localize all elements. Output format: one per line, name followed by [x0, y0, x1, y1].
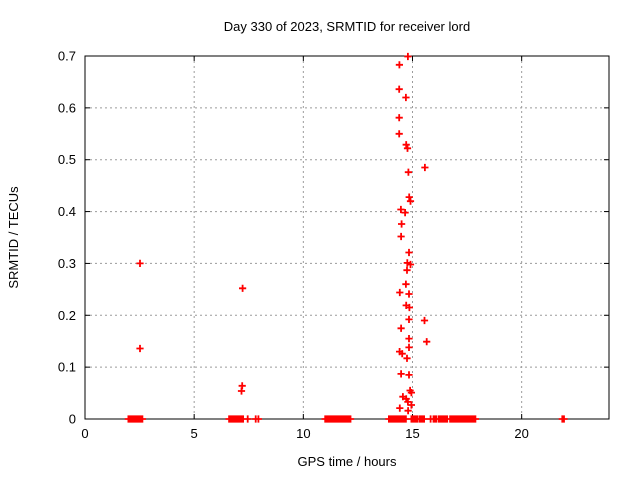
- y-tick-label: 0.5: [58, 152, 76, 167]
- chart-title: Day 330 of 2023, SRMTID for receiver lor…: [224, 19, 470, 34]
- plot-border: [84, 55, 610, 420]
- x-tick-label: 10: [296, 426, 310, 441]
- x-axis-label: GPS time / hours: [298, 454, 397, 469]
- x-tick-label: 20: [514, 426, 528, 441]
- y-tick-label: 0.4: [58, 204, 76, 219]
- y-tick-label: 0: [69, 412, 76, 427]
- tick-labels: 0 5 10 15 20 0 0.1 0.2 0.3 0.4 0.5 0.6 0.7: [58, 49, 529, 442]
- y-axis-label: SRMTID / TECUs: [6, 186, 21, 289]
- y-tick-label: 0.7: [58, 49, 76, 64]
- y-tick-label: 0.3: [58, 256, 76, 271]
- y-tick-label: 0.6: [58, 100, 76, 115]
- data-points: [124, 52, 568, 423]
- axis-ticks: [84, 55, 609, 420]
- x-tick-label: 15: [405, 426, 419, 441]
- y-tick-label: 0.2: [58, 308, 76, 323]
- x-tick-label: 5: [191, 426, 198, 441]
- y-tick-label: 0.1: [58, 360, 76, 375]
- x-tick-label: 0: [81, 426, 88, 441]
- scatter-markers: [124, 52, 568, 423]
- grid-lines: [85, 56, 609, 419]
